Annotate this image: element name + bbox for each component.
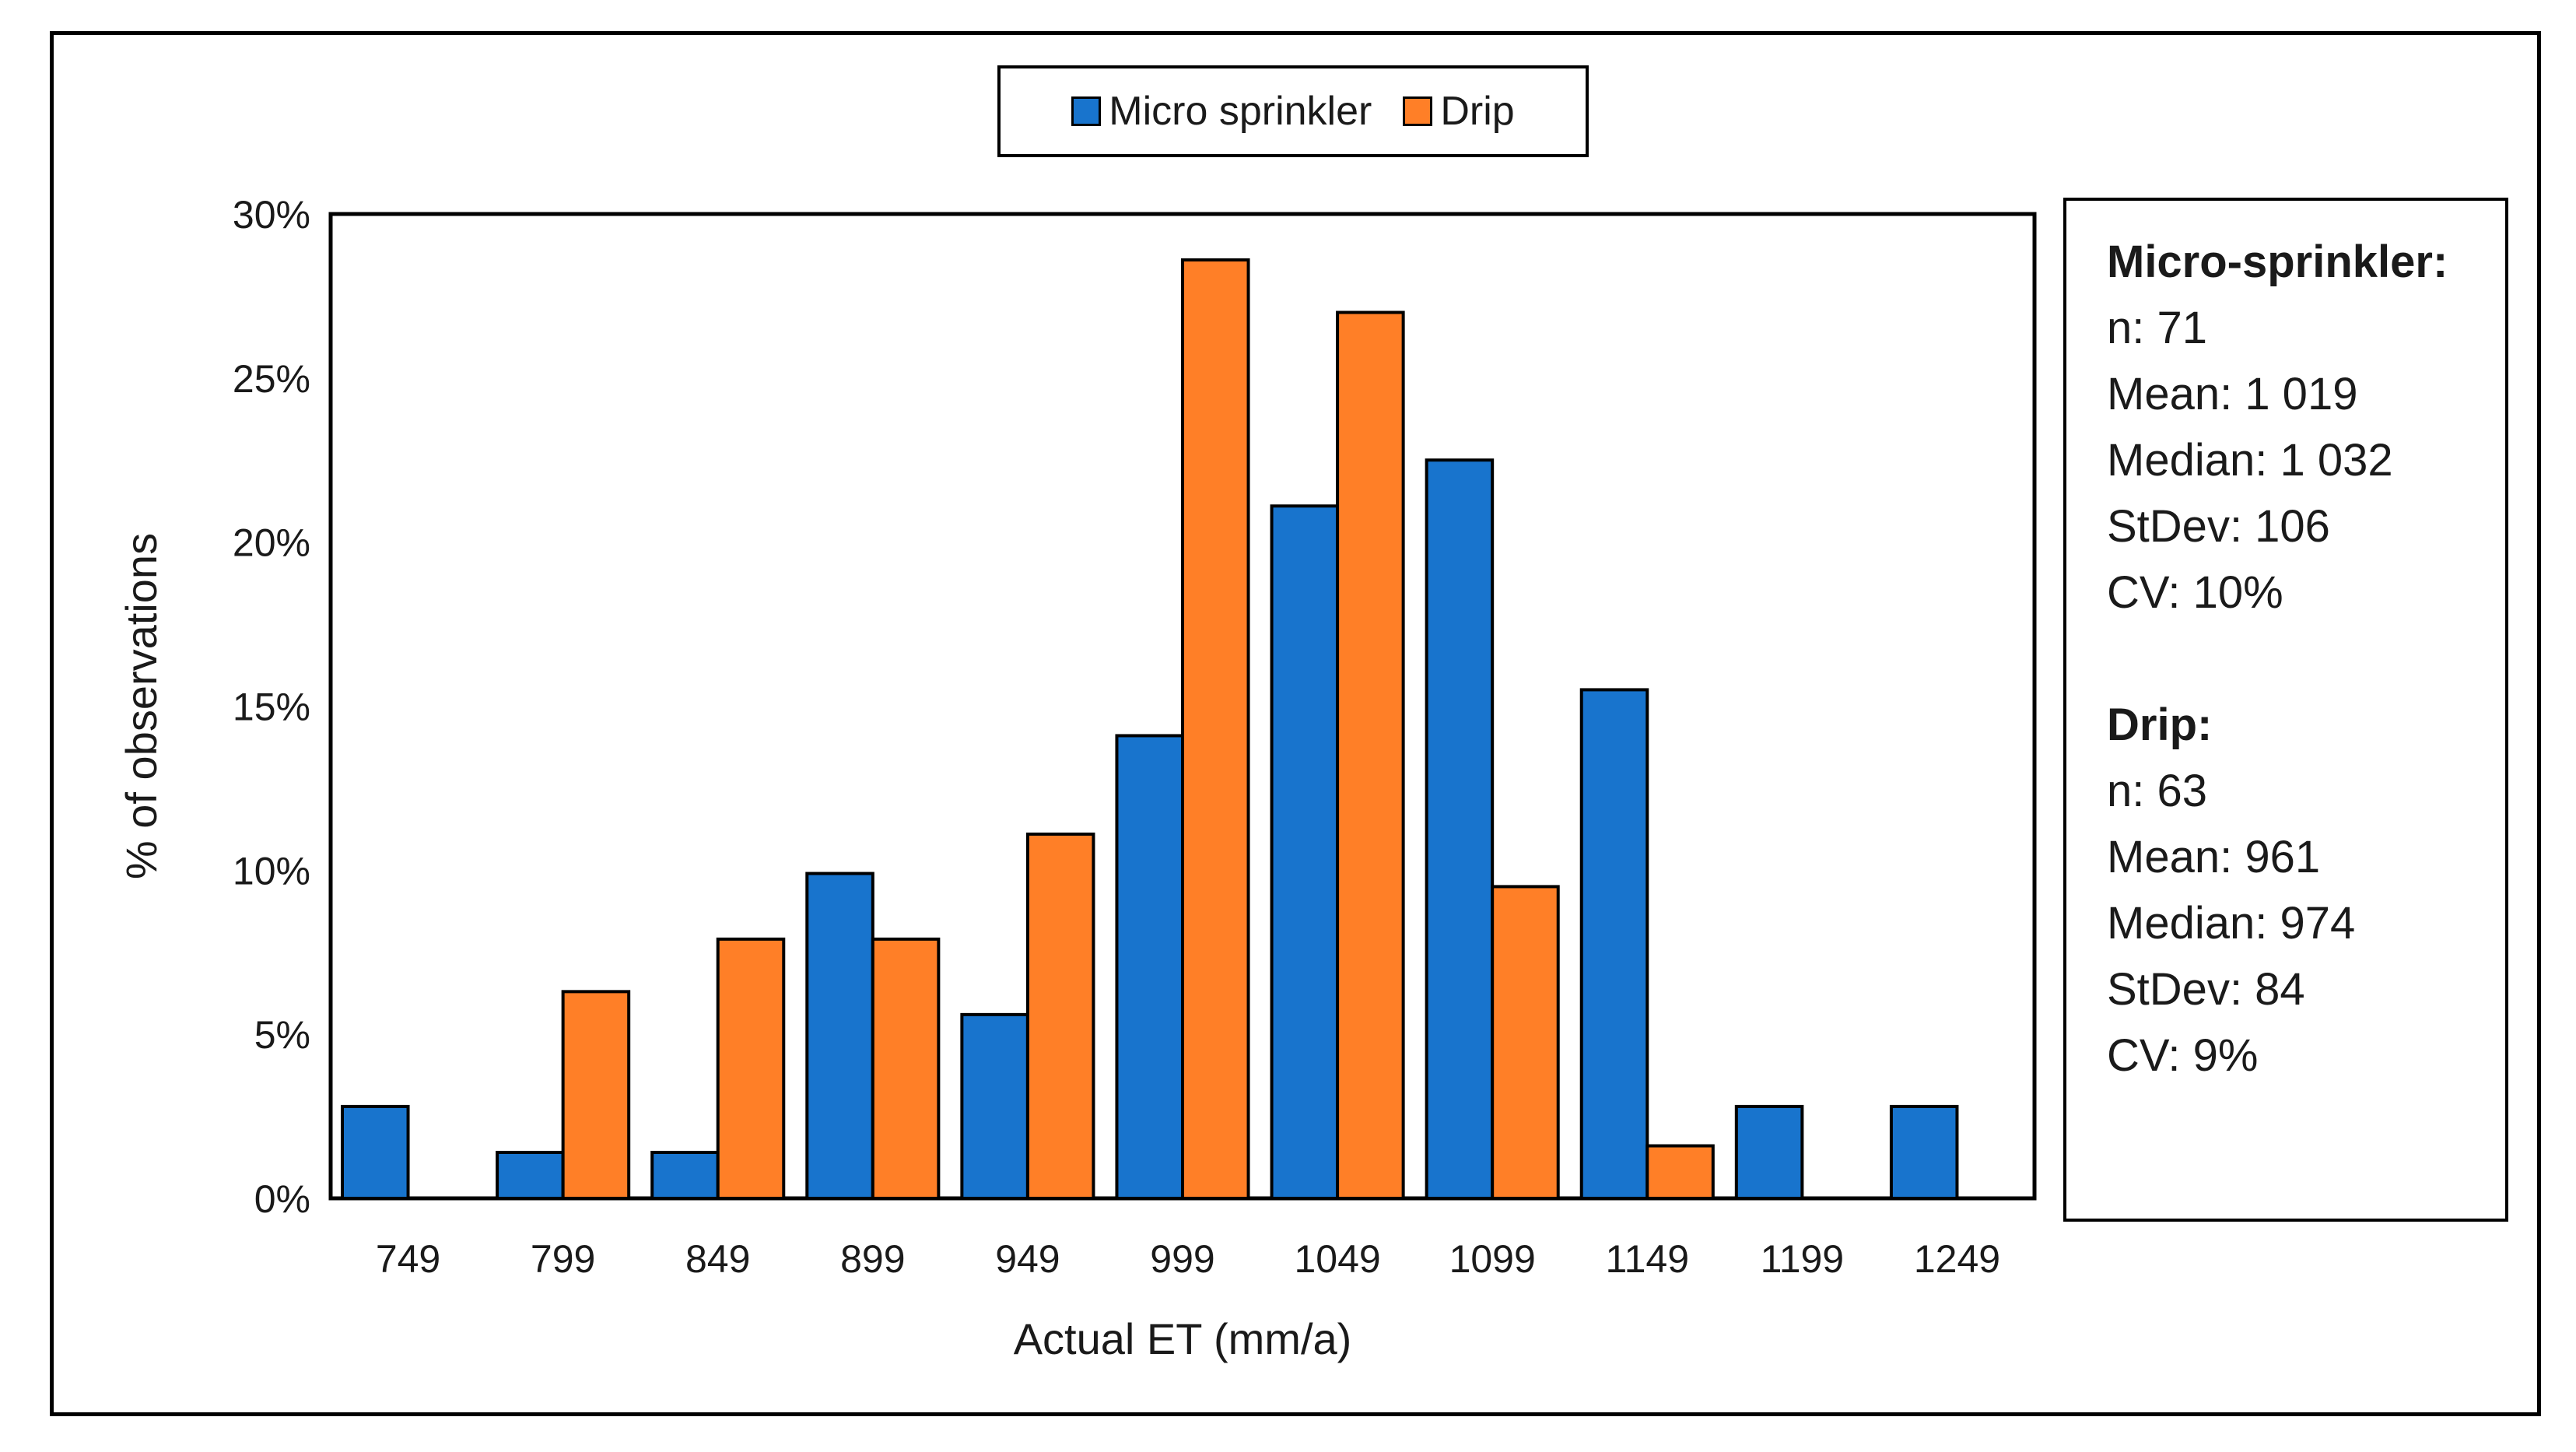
- histogram-chart: 0% 5% 10% 15% 20% 25% 30% 749 799 849 899 949 999 10…: [117, 193, 2037, 1363]
- bar-drip-949: [1025, 832, 1095, 1200]
- bar-drip-1049: [1336, 310, 1405, 1200]
- x-tick-label: 949: [995, 1237, 1060, 1281]
- x-axis-label: Actual ET (mm/a): [1014, 1314, 1352, 1363]
- y-tick-label: 10%: [233, 849, 310, 893]
- legend-item-drip: Drip: [1403, 88, 1515, 135]
- stats-drip-cv: CV: 9%: [2107, 1030, 2259, 1081]
- x-tick-label: 1149: [1606, 1237, 1690, 1281]
- bar-micro-sprinkler-949: [960, 1012, 1029, 1201]
- bar-micro-sprinkler-1099: [1425, 458, 1495, 1200]
- stats-micro-n: n: 71: [2107, 303, 2207, 353]
- stats-spacer: [2107, 626, 2505, 692]
- x-tick-label: 1199: [1761, 1237, 1845, 1281]
- bar-micro-sprinkler-899: [805, 872, 874, 1201]
- bar-micro-sprinkler-749: [341, 1104, 410, 1201]
- x-tick-labels: 749 799 849 899 949 999 1049 1099 1149 1199 1249: [376, 1237, 2000, 1281]
- stats-micro-stdev: StDev: 106: [2107, 501, 2330, 552]
- x-tick-label: 799: [531, 1237, 595, 1281]
- legend-item-micro-sprinkler: Micro sprinkler: [1071, 88, 1372, 135]
- bar-micro-sprinkler-1049: [1270, 504, 1340, 1200]
- x-tick-label: 849: [685, 1237, 750, 1281]
- stats-drip-title: Drip:: [2107, 700, 2213, 750]
- stats-micro-cv: CV: 10%: [2107, 567, 2283, 618]
- stats-drip-stdev: StDev: 84: [2107, 964, 2305, 1015]
- bar-micro-sprinkler-1249: [1889, 1104, 1959, 1201]
- bar-drip-899: [871, 937, 941, 1200]
- y-tick-label: 25%: [233, 357, 310, 401]
- stats-drip-mean: Mean: 961: [2107, 832, 2321, 882]
- stats-micro-mean: Mean: 1 019: [2107, 369, 2358, 419]
- statistics-box: Micro-sprinkler: n: 71 Mean: 1 019 Media…: [2063, 198, 2508, 1222]
- x-tick-label: 1049: [1294, 1237, 1380, 1281]
- legend-swatch-drip: [1403, 96, 1433, 126]
- x-tick-label: 1249: [1914, 1237, 2000, 1281]
- x-tick-label: 749: [376, 1237, 440, 1281]
- bar-micro-sprinkler-849: [650, 1150, 720, 1201]
- bar-micro-sprinkler-1199: [1734, 1104, 1804, 1201]
- x-tick-label: 999: [1150, 1237, 1214, 1281]
- bar-drip-849: [716, 937, 786, 1200]
- y-axis-label: % of observations: [117, 533, 166, 879]
- stats-micro-median: Median: 1 032: [2107, 435, 2393, 486]
- bars-group: [341, 258, 1959, 1201]
- y-tick-label: 30%: [233, 193, 310, 237]
- bar-micro-sprinkler-799: [496, 1150, 565, 1201]
- bar-drip-1099: [1491, 885, 1560, 1200]
- y-tick-labels: 0% 5% 10% 15% 20% 25% 30%: [233, 193, 310, 1221]
- x-tick-label: 899: [840, 1237, 905, 1281]
- legend-label-drip: Drip: [1440, 89, 1515, 134]
- stats-drip-n: n: 63: [2107, 766, 2207, 816]
- y-tick-label: 0%: [254, 1177, 310, 1221]
- y-tick-label: 5%: [254, 1013, 310, 1057]
- stats-micro-title: Micro-sprinkler:: [2107, 237, 2448, 287]
- x-tick-label: 1099: [1449, 1237, 1536, 1281]
- bar-drip-999: [1181, 258, 1250, 1200]
- legend-swatch-micro-sprinkler: [1071, 96, 1102, 126]
- bar-micro-sprinkler-999: [1115, 734, 1185, 1200]
- bar-micro-sprinkler-1149: [1579, 688, 1649, 1200]
- bar-drip-1149: [1645, 1144, 1715, 1200]
- legend-label-micro-sprinkler: Micro sprinkler: [1109, 89, 1372, 134]
- y-tick-label: 20%: [233, 521, 310, 565]
- bar-drip-799: [561, 990, 631, 1200]
- chart-legend: Micro sprinkler Drip: [997, 65, 1589, 157]
- stats-drip-median: Median: 974: [2107, 898, 2356, 949]
- y-tick-label: 15%: [233, 686, 310, 729]
